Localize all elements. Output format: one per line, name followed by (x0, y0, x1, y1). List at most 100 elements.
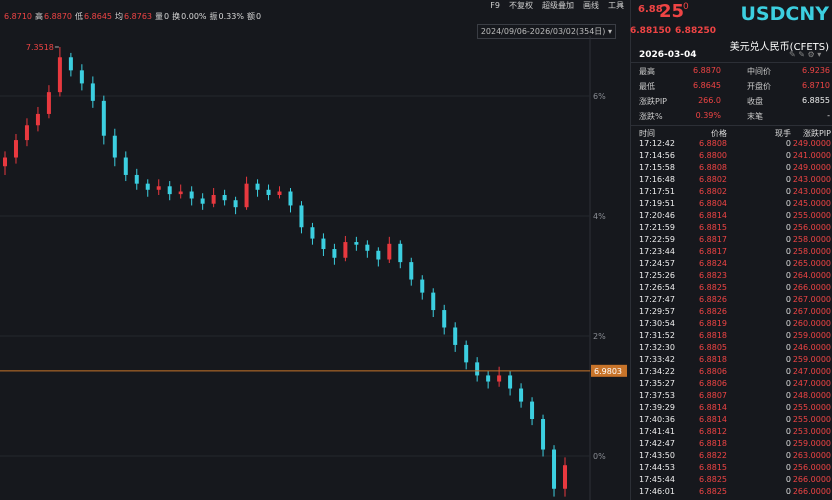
column-header: 价格 (711, 129, 727, 138)
candle-body (497, 375, 502, 382)
trade-row: 17:29:57 6.8826 0 267.0000 (631, 307, 832, 319)
trade-cell: 0 (785, 343, 791, 352)
trade-cell: 17:42:47 (639, 439, 675, 448)
candle-body (420, 279, 425, 293)
candle-body (321, 238, 326, 250)
trade-cell: 6.8818 (699, 355, 727, 364)
tool-button[interactable]: 超级叠加 (542, 1, 574, 10)
stat-row: 最高 6.8870 中间价 6.9236 (631, 66, 832, 81)
trade-cell: 17:45:44 (639, 475, 675, 484)
quote-label: 振 (209, 12, 218, 21)
candle-body (233, 200, 238, 208)
trade-cell: 243.0000 (792, 175, 831, 184)
candle-body (398, 243, 403, 263)
trade-cell: 6.8817 (699, 235, 727, 244)
stat-value: 6.8855 (802, 96, 830, 105)
trade-row: 17:27:47 6.8826 0 267.0000 (631, 295, 832, 307)
column-header: 时间 (639, 129, 655, 138)
trade-cell: 0 (785, 259, 791, 268)
candle-body (145, 183, 150, 190)
trade-cell: 17:20:46 (639, 211, 675, 220)
trade-cell: 0 (785, 415, 791, 424)
column-header: 现手 (775, 129, 791, 138)
candle-body (178, 191, 183, 195)
trade-cell: 0 (785, 199, 791, 208)
candle-body (354, 242, 359, 245)
trade-cell: 0 (785, 175, 791, 184)
trade-cell: 6.8804 (699, 199, 727, 208)
tool-button[interactable]: 不复权 (509, 1, 533, 10)
trade-cell: 6.8814 (699, 403, 727, 412)
candle-body (332, 249, 337, 258)
candle-body (530, 401, 535, 420)
tool-button[interactable]: 工具 (608, 1, 624, 10)
stat-label: 最高 (639, 67, 655, 76)
candle-body (519, 388, 524, 402)
trade-cell: 17:27:47 (639, 295, 675, 304)
trade-cell: 263.0000 (792, 451, 831, 460)
collapse-icon[interactable]: « (619, 0, 624, 9)
candle-body (244, 183, 249, 208)
date-range[interactable]: 2024/09/06-2026/03/02(354日) ▾ (476, 24, 616, 39)
quote-label: 均 (115, 12, 123, 21)
trade-cell: 258.0000 (792, 235, 831, 244)
candle-body (409, 262, 414, 280)
trade-cell: 256.0000 (792, 223, 831, 232)
quote-bar: 6.8710 高6.8870 低6.8645 均6.8763 量0 换0.00% 振0.33… (4, 11, 264, 22)
trade-cell: 17:46:01 (639, 487, 675, 496)
trade-cell: 6.8824 (699, 259, 727, 268)
candle-body (486, 375, 491, 382)
candle-body (24, 125, 29, 141)
trade-row: 17:44:53 6.8815 0 256.0000 (631, 463, 832, 475)
panel-icons[interactable]: ✎ ✎ ⚙ ▾ (789, 50, 822, 59)
candle-body (46, 92, 51, 114)
trade-row: 17:14:56 6.8800 0 241.0000 (631, 151, 832, 163)
trade-cell: 246.0000 (792, 343, 831, 352)
trade-cell: 6.8818 (699, 331, 727, 340)
candle-body (101, 100, 106, 136)
trade-cell: 0 (785, 211, 791, 220)
trade-cell: 0 (785, 139, 791, 148)
candle-body (3, 157, 7, 167)
candle-body (134, 174, 139, 184)
candle-body (475, 362, 480, 376)
trade-cell: 259.0000 (792, 439, 831, 448)
trade-cell: 17:44:53 (639, 463, 675, 472)
trade-cell: 249.0000 (792, 139, 831, 148)
trade-cell: 6.8819 (699, 319, 727, 328)
trade-cell: 6.8826 (699, 307, 727, 316)
candle-body (112, 135, 117, 158)
trade-cell: 17:34:22 (639, 367, 675, 376)
trade-cell: 241.0000 (792, 151, 831, 160)
stat-value: 6.8710 (802, 81, 830, 90)
trade-cell: 0 (785, 427, 791, 436)
stat-row: 涨跌% 0.39% 末笔 - (631, 111, 832, 126)
quote-label: 高 (35, 12, 43, 21)
trade-cell: 6.8825 (699, 475, 727, 484)
trade-cell: 0 (785, 295, 791, 304)
trade-cell: 6.8802 (699, 187, 727, 196)
trade-cell: 0 (785, 487, 791, 496)
trade-cell: 17:21:59 (639, 223, 675, 232)
trade-row: 17:22:59 6.8817 0 258.0000 (631, 235, 832, 247)
tool-button[interactable]: 画线 (583, 1, 599, 10)
stat-row: 最低 6.8645 开盘价 6.8710 (631, 81, 832, 96)
candle-body (343, 242, 348, 258)
trade-cell: 17:33:42 (639, 355, 675, 364)
stat-value: 6.9236 (802, 66, 830, 75)
candle-body (156, 186, 161, 190)
candle-body (552, 449, 557, 489)
trade-cell: 255.0000 (792, 403, 831, 412)
candle-body (35, 113, 40, 126)
tool-button[interactable]: F9 (490, 1, 500, 10)
trade-cell: 249.0000 (792, 163, 831, 172)
trade-cell: 264.0000 (792, 271, 831, 280)
trade-cell: 6.8806 (699, 367, 727, 376)
candle-body (508, 375, 513, 389)
trade-cell: 0 (785, 235, 791, 244)
trade-cell: 260.0000 (792, 319, 831, 328)
trade-cell: 6.8826 (699, 295, 727, 304)
trade-cell: 0 (785, 307, 791, 316)
trade-cell: 17:22:59 (639, 235, 675, 244)
